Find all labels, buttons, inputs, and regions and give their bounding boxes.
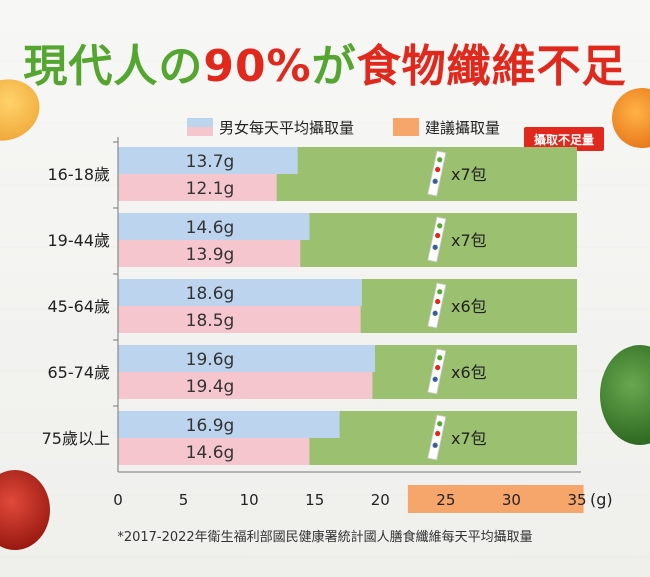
fiber-pack-icon-1 [427,216,447,263]
title-part-4: 食物纖維不足 [356,41,627,92]
title-part-1: 現代人の [23,41,204,92]
fiber-pack-icon-0 [427,150,447,197]
x-tick-label-3: 15 [305,491,324,509]
recommended-range-band [407,485,584,513]
pack-count-0: x7包 [451,165,487,184]
data-label-lower-0: 12.1g [186,179,235,199]
x-tick-label-4: 20 [371,491,390,509]
data-label-lower-1: 13.9g [186,245,235,265]
callout-box [524,127,604,151]
footnote: *2017-2022年衛生福利部國民健康署統計國人膳食纖維每天平均攝取量 [117,530,533,545]
category-label-4: 75歲以上 [42,429,110,448]
x-tick-label-5: 25 [436,491,455,509]
data-label-lower-4: 14.6g [186,443,235,463]
category-label-0: 16-18歲 [48,165,111,184]
x-tick-label-2: 10 [240,491,259,509]
bar-lower-2 [118,306,361,333]
x-tick-label-1: 5 [179,491,189,509]
x-tick-label-7: 35 [567,491,586,509]
fiber-pack-icon-4 [427,414,447,461]
fiber-pack-icon-3 [427,348,447,395]
pack-count-4: x7包 [451,429,487,448]
bar-average-0 [118,147,298,174]
data-label-average-1: 14.6g [186,218,235,238]
bar-average-4 [118,411,340,438]
x-axis-unit: (g) [590,490,613,509]
legend-label-recommended: 建議攝取量 [425,119,500,137]
data-label-average-4: 16.9g [186,416,235,436]
title-part-2: 90% [203,41,312,92]
bar-average-1 [118,213,310,240]
pack-count-1: x7包 [451,231,487,250]
bar-lower-0 [118,174,277,201]
bar-average-3 [118,345,376,372]
data-label-average-0: 13.7g [186,152,235,172]
category-label-2: 45-64歲 [48,297,111,316]
data-label-lower-2: 18.5g [186,311,235,331]
category-label-1: 19-44歲 [48,231,111,250]
bar-lower-3 [118,372,373,399]
fiber-pack-icon-2 [427,282,447,329]
x-tick-label-6: 30 [502,491,521,509]
data-label-average-2: 18.6g [186,284,235,304]
pack-count-2: x6包 [451,297,487,316]
title-part-3: が [311,41,357,92]
callout-label: 攝取不足量 [534,132,594,147]
category-label-3: 65-74歲 [48,363,111,382]
legend-swatch-average-lower [187,127,213,136]
bar-lower-1 [118,240,301,267]
legend-label-average: 男女每天平均攝取量 [219,119,354,137]
x-tick-label-0: 0 [113,491,123,509]
pack-count-3: x6包 [451,363,487,382]
page-title: 現代人の90%が食物纖維不足 [0,30,650,94]
data-label-lower-3: 19.4g [186,377,235,397]
data-label-average-3: 19.6g [186,350,235,370]
bar-lower-4 [118,438,310,465]
bar-average-2 [118,279,362,306]
legend-swatch-recommended [393,118,419,136]
